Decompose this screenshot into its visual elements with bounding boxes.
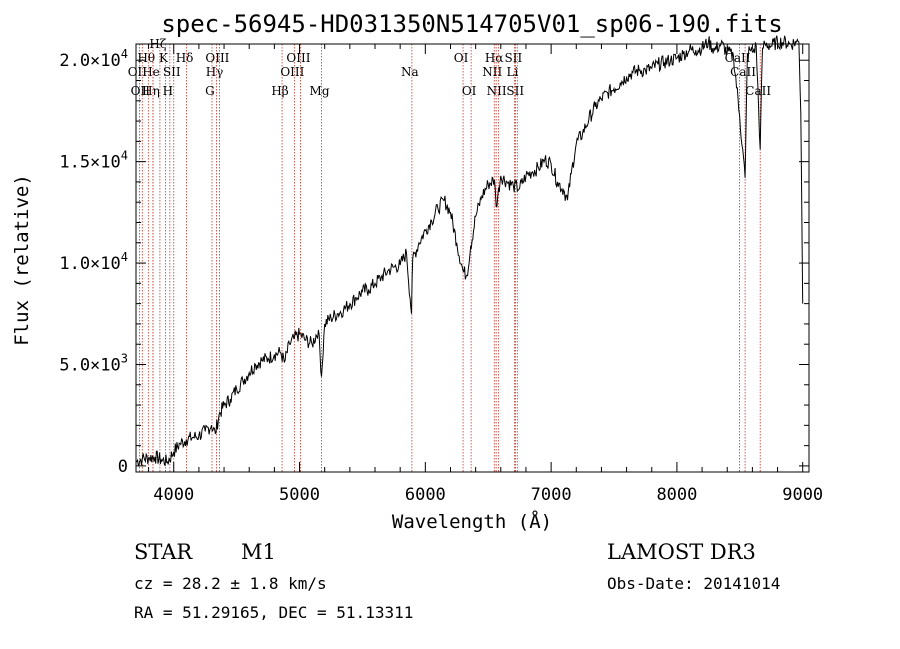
line-marker-label: OI bbox=[454, 51, 469, 65]
series-layer bbox=[135, 35, 804, 467]
x-tick-label: 9000 bbox=[782, 485, 823, 505]
y-tick-label: 5.0×103 bbox=[59, 351, 128, 375]
x-tick-label: 6000 bbox=[405, 485, 446, 505]
survey-name: LAMOST DR3 bbox=[607, 540, 756, 564]
plot-frame bbox=[135, 43, 810, 473]
line-marker-label: Hη bbox=[142, 84, 160, 98]
line-marker-label: OIII bbox=[286, 51, 310, 65]
line-marker-label: G bbox=[205, 84, 215, 98]
line-marker-label: SII bbox=[506, 84, 524, 98]
x-tick-label: 4000 bbox=[153, 485, 194, 505]
y-tick-label: 1.5×104 bbox=[59, 149, 128, 173]
y-tick-label: 0 bbox=[118, 457, 128, 477]
coordinates: RA = 51.29165, DEC = 51.13311 bbox=[134, 603, 414, 622]
line-marker-label: OI bbox=[462, 84, 477, 98]
axis-ticks: 4000 5000 6000 7000 8000 9000 0 5.0×103 1.0×104 1… bbox=[59, 44, 823, 505]
line-marker-label: OIII bbox=[205, 51, 229, 65]
line-marker-label: OIII bbox=[280, 65, 304, 79]
obs-date: Obs-Date: 20141014 bbox=[607, 574, 781, 593]
x-tick-label: 8000 bbox=[656, 485, 697, 505]
x-tick-label: 7000 bbox=[531, 485, 572, 505]
line-marker-label: CaII bbox=[730, 65, 756, 79]
line-marker-label: He bbox=[142, 65, 160, 79]
object-subclass: M1 bbox=[241, 540, 276, 564]
line-marker-label: SII bbox=[163, 65, 181, 79]
line-marker-label: Na bbox=[401, 65, 419, 79]
spectrum-line bbox=[135, 35, 804, 467]
line-marker-label: Hδ bbox=[176, 51, 194, 65]
line-marker-label: Hα bbox=[485, 51, 504, 65]
x-axis-label: Wavelength (Å) bbox=[392, 510, 552, 533]
line-marker-label: H bbox=[163, 84, 173, 98]
y-tick-label: 1.0×104 bbox=[59, 250, 128, 274]
line-marker-label: Hθ bbox=[137, 51, 155, 65]
line-markers: OIIOIIHθHeHηHζKHSIIHδHγGOIIIHβOIIIOIIIMg… bbox=[128, 37, 771, 472]
line-marker-label: NII bbox=[482, 65, 502, 79]
line-marker-label: NII bbox=[487, 84, 507, 98]
line-marker-label: Hγ bbox=[206, 65, 224, 79]
y-axis-label: Flux (relative) bbox=[11, 174, 33, 346]
chart-title: spec-56945-HD031350N514705V01_sp06-190.f… bbox=[161, 10, 782, 38]
object-class: STAR bbox=[134, 540, 193, 564]
line-marker-label: SII bbox=[505, 51, 523, 65]
y-tick-label: 2.0×104 bbox=[59, 47, 128, 71]
line-marker-label: Li bbox=[506, 65, 518, 79]
line-marker-label: K bbox=[159, 51, 169, 65]
line-marker-label: Mg bbox=[310, 84, 330, 98]
redshift-text: cz = 28.2 ± 1.8 km/s bbox=[134, 574, 327, 593]
line-marker-label: Hβ bbox=[271, 84, 288, 98]
x-tick-label: 5000 bbox=[279, 485, 320, 505]
